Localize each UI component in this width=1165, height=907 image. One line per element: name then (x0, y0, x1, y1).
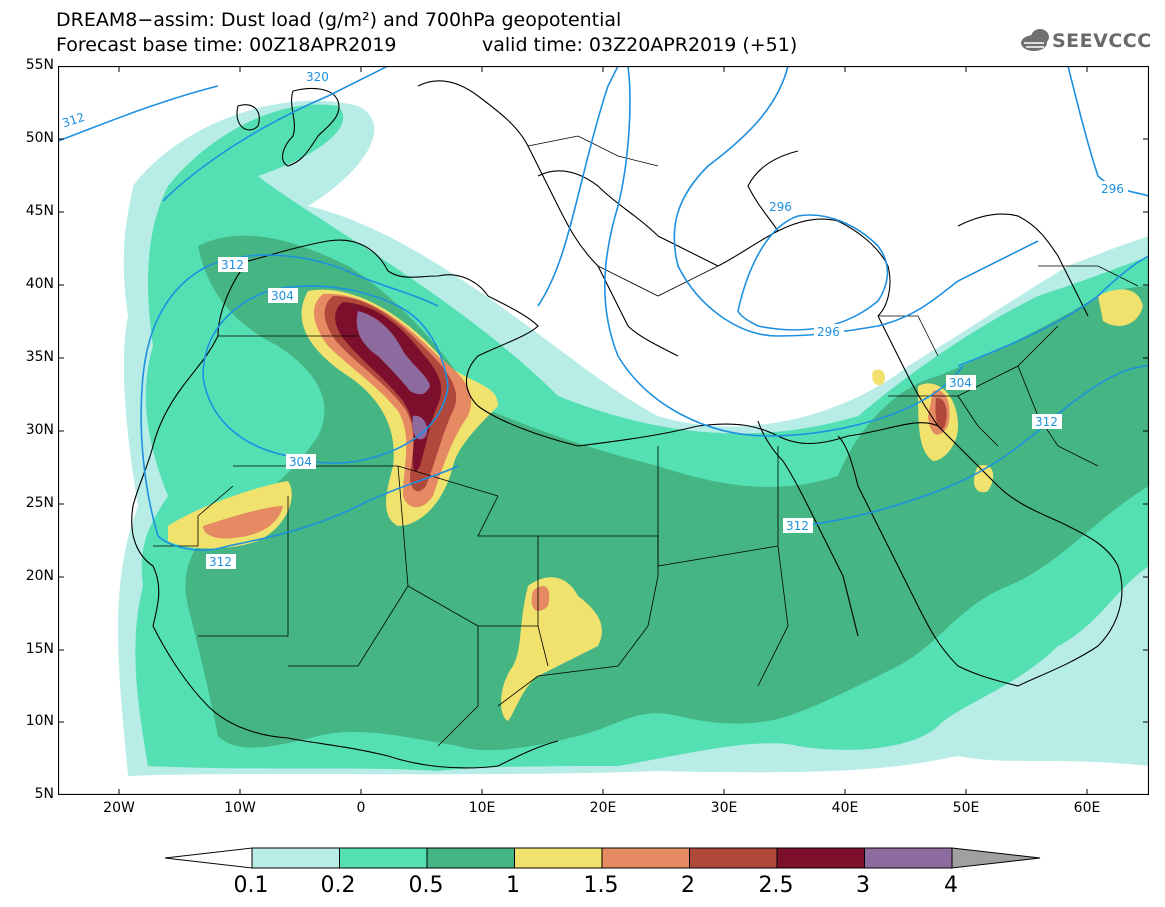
colorbar-tick: 4 (944, 873, 958, 898)
lat-label: 20N (25, 568, 54, 584)
contour-label: 312 (221, 258, 244, 272)
lon-label: 40E (831, 800, 859, 816)
contour-label: 296 (1101, 182, 1124, 196)
map-title: DREAM8−assim: Dust load (g/m²) and 700hP… (56, 9, 622, 31)
lat-label: 30N (25, 422, 54, 438)
geopotential-contours (58, 66, 1149, 551)
dust-map: 320 312 312 304 304 312 296 296 304 312 … (58, 66, 1149, 795)
lat-label: 15N (25, 641, 54, 657)
contour-label-group: 320 312 312 304 304 312 296 296 304 312 … (58, 69, 1128, 569)
dust-level-3 (356, 311, 430, 440)
colorbar-tick: 2.5 (758, 873, 794, 898)
lat-label: 55N (25, 57, 54, 73)
colorbar-tick: 0.2 (320, 873, 356, 898)
axis-ticks (58, 66, 1149, 795)
logo-text: SEEVCCC (1052, 30, 1152, 52)
cloud-icon (1021, 29, 1049, 51)
colorbar-cell (601, 847, 690, 869)
colorbar-tick: 2 (681, 873, 695, 898)
contour-label: 312 (1035, 415, 1058, 429)
colorbar-cell (514, 847, 603, 869)
lat-label: 40N (25, 276, 54, 292)
colorbar-lower-arrow (164, 847, 253, 869)
lon-label: 30E (710, 800, 738, 816)
colorbar-cell (251, 847, 340, 869)
colorbar-upper-arrow (951, 847, 1041, 869)
contour-label: 304 (949, 376, 972, 390)
colorbar-cell (689, 847, 778, 869)
colorbar-cell (339, 847, 428, 869)
valid-time: valid time: 03Z20APR2019 (+51) (482, 34, 798, 56)
contour-label: 312 (786, 519, 809, 533)
lat-label: 35N (25, 349, 54, 365)
contour-label: 320 (306, 70, 329, 84)
lon-label: 50E (952, 800, 980, 816)
contour-label: 312 (60, 110, 86, 130)
colorbar-cell (864, 847, 953, 869)
lat-label: 25N (25, 495, 54, 511)
lat-label: 10N (25, 713, 54, 729)
lon-label: 10W (224, 800, 256, 816)
lon-label: 0 (356, 800, 366, 816)
contour-label: 296 (769, 200, 792, 214)
colorbar-tick: 0.5 (408, 873, 444, 898)
lon-label: 10E (468, 800, 496, 816)
lat-label: 50N (25, 130, 54, 146)
lon-label: 20E (589, 800, 617, 816)
country-borders (153, 135, 1139, 747)
colorbar-tick: 1 (506, 873, 520, 898)
contour-label: 296 (817, 325, 840, 339)
contour-label: 304 (289, 455, 312, 469)
base-time: Forecast base time: 00Z18APR2019 (56, 34, 397, 56)
contour-label: 312 (209, 555, 232, 569)
coastlines (131, 80, 1123, 769)
lon-label: 20W (103, 800, 135, 816)
lon-label: 60E (1073, 800, 1101, 816)
contour-label: 304 (271, 289, 294, 303)
lat-label: 5N (34, 786, 54, 802)
colorbar-tick: 3 (856, 873, 870, 898)
colorbar-tick: 0.1 (233, 873, 269, 898)
lat-label: 45N (25, 203, 54, 219)
colorbar-tick: 1.5 (583, 873, 619, 898)
colorbar (164, 847, 1041, 869)
colorbar-cell (426, 847, 515, 869)
colorbar-cell (776, 847, 865, 869)
